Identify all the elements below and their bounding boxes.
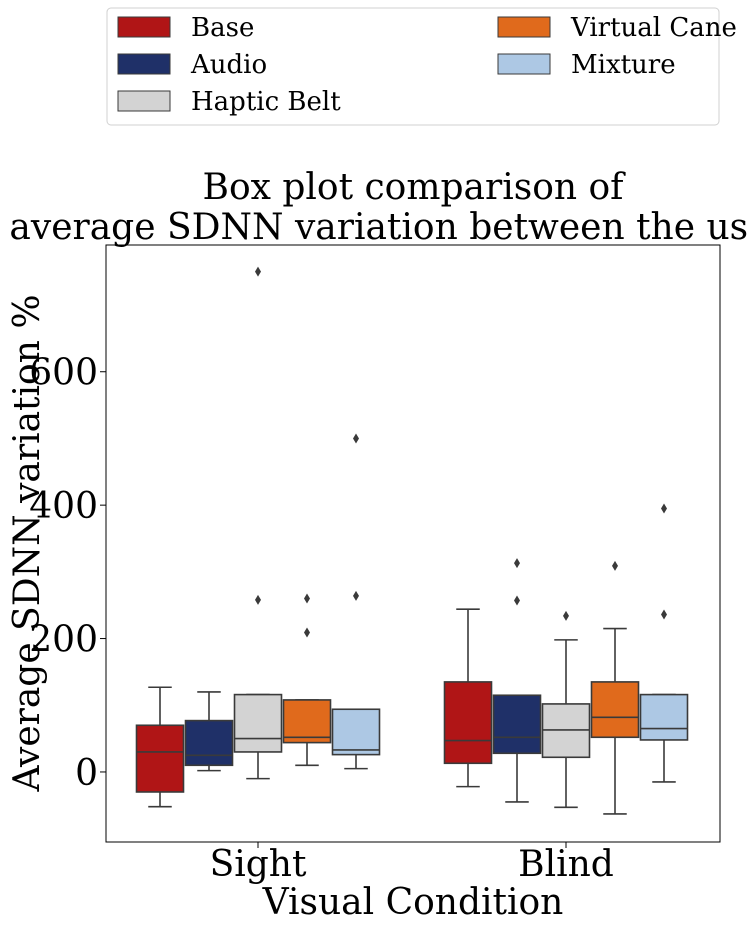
legend-item-base: Base — [117, 13, 254, 43]
box-audio-blind — [492, 558, 542, 803]
legend: Base Audio Haptic Belt Virtual Cane Mixture — [106, 7, 737, 126]
box-body — [233, 693, 283, 753]
box-body — [135, 724, 185, 793]
box-body — [443, 681, 493, 765]
box-virtual-cane-blind — [590, 560, 640, 815]
box-body — [590, 681, 640, 739]
legend-swatch — [117, 16, 171, 38]
outlier-point — [255, 594, 261, 605]
y-tick-label: 400 — [29, 486, 98, 527]
box-haptic-belt-blind — [541, 610, 591, 809]
outlier-point — [353, 433, 359, 444]
y-tick-label: 200 — [29, 620, 98, 661]
chart-title-line-2: average SDNN variation between the users… — [9, 207, 748, 248]
outlier-point — [304, 593, 310, 604]
box-haptic-belt-sight — [233, 266, 283, 780]
outlier-point — [612, 560, 618, 571]
outlier-point — [353, 590, 359, 601]
box-audio-sight — [184, 691, 234, 772]
box-mixture-sight — [331, 433, 381, 770]
outlier-point — [514, 595, 520, 606]
box-body — [282, 699, 332, 744]
outlier-point — [255, 266, 261, 277]
box-body — [492, 694, 542, 755]
legend-label: Mixture — [571, 50, 676, 80]
x-axis-label: Visual Condition — [262, 882, 564, 923]
legend-label: Haptic Belt — [191, 87, 341, 117]
y-tick-label: 600 — [29, 353, 98, 394]
legend-swatch — [497, 53, 551, 75]
outlier-point — [563, 610, 569, 621]
y-axis-label: Average SDNN variation % — [7, 294, 48, 792]
legend-swatch — [117, 53, 171, 75]
plot-area: 0 200 400 600 Sight Blind — [29, 244, 721, 885]
legend-frame — [106, 7, 720, 126]
box-body — [184, 719, 234, 767]
outlier-point — [661, 609, 667, 620]
plot-frame — [105, 244, 721, 843]
legend-swatch — [497, 16, 551, 38]
legend-item-audio: Audio — [117, 50, 267, 80]
box-base-sight — [135, 686, 185, 808]
legend-label: Audio — [190, 50, 267, 80]
legend-label: Virtual Cane — [570, 13, 737, 43]
y-tick-label: 0 — [75, 753, 98, 794]
legend-swatch — [117, 90, 171, 112]
legend-item-virtual-cane: Virtual Cane — [497, 13, 737, 43]
x-tick-label-blind: Blind — [518, 844, 614, 885]
outlier-point — [304, 627, 310, 638]
legend-item-haptic-belt: Haptic Belt — [117, 87, 341, 117]
legend-item-mixture: Mixture — [497, 50, 676, 80]
box-body — [331, 708, 381, 756]
x-tick-label-sight: Sight — [210, 844, 307, 885]
legend-label: Base — [191, 13, 254, 43]
box-base-blind — [443, 608, 493, 788]
box-virtual-cane-sight — [282, 593, 332, 767]
box-body — [639, 693, 689, 741]
box-mixture-blind — [639, 503, 689, 783]
outlier-point — [661, 503, 667, 514]
chart-title-line-1: Box plot comparison of — [203, 167, 627, 208]
outlier-point — [514, 558, 520, 569]
